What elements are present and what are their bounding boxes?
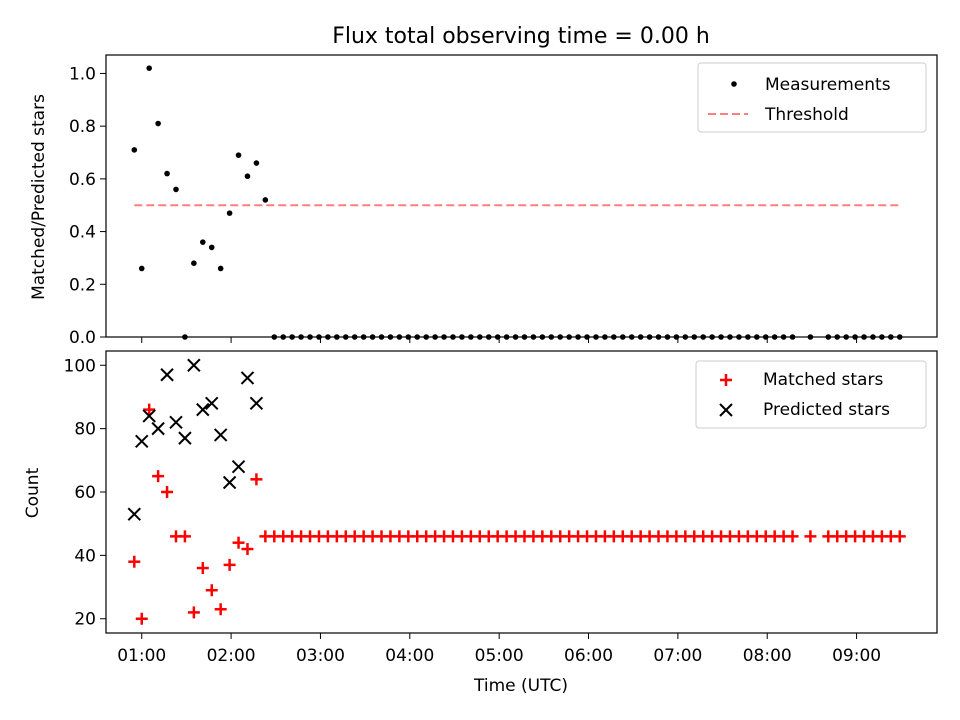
- matched-star-point: [214, 603, 227, 616]
- matched-star-point: [196, 562, 209, 575]
- top-y-tick-label: 0.6: [69, 170, 96, 190]
- matched-star-point: [178, 530, 191, 543]
- bottom-y-tick-label: 20: [74, 610, 96, 630]
- measurement-point: [146, 65, 152, 71]
- matched-star-point: [232, 536, 245, 549]
- matched-star-point: [804, 530, 817, 543]
- legend-matched-label: Matched stars: [763, 370, 883, 390]
- predicted-star-point: [222, 475, 237, 490]
- legend-threshold-label: Threshold: [764, 105, 849, 125]
- matched-star-point: [250, 473, 263, 486]
- matched-star-point: [786, 530, 799, 543]
- predicted-star-point: [142, 409, 156, 423]
- predicted-star-point: [151, 421, 165, 436]
- star-count-panel: Count Time (UTC) 01:00 02:00 03:00 04:00 05:…: [23, 350, 938, 696]
- measurement-point: [155, 120, 161, 127]
- matched-star-point: [143, 403, 156, 416]
- x-tick-label: 07:00: [653, 646, 702, 666]
- matched-star-point: [223, 558, 236, 571]
- measurement-point: [208, 244, 215, 251]
- top-y-tick-label: 0.4: [69, 223, 96, 243]
- legend-predicted-marker: [719, 403, 733, 417]
- top-y-tick-label: 1.0: [69, 64, 96, 84]
- bottom-plot-area: [127, 358, 906, 625]
- top-y-tick-label: 0.2: [69, 275, 96, 295]
- x-tick-label: 04:00: [385, 646, 434, 666]
- x-axis-label: Time (UTC): [473, 676, 568, 696]
- predicted-star-point: [240, 371, 255, 385]
- measurement-point: [262, 197, 269, 203]
- bottom-legend: Matched stars Predicted stars: [695, 360, 927, 429]
- measurement-point: [200, 239, 206, 245]
- top-axes-frame: [105, 54, 938, 338]
- measurement-point: [138, 265, 145, 272]
- measurement-point: [164, 170, 170, 177]
- predicted-star-point: [196, 402, 210, 417]
- matched-star-point: [187, 606, 200, 619]
- flux-ratio-panel: Flux total observing time = 0.00 h Match…: [29, 24, 938, 348]
- predicted-star-point: [160, 368, 174, 382]
- matched-star-point: [205, 584, 218, 597]
- matched-star-point: [135, 612, 148, 625]
- bottom-y-tick-label: 40: [74, 546, 96, 566]
- predicted-star-point: [178, 431, 192, 445]
- x-tick-label: 01:00: [117, 646, 166, 666]
- x-tick-label: 02:00: [207, 646, 256, 666]
- legend-predicted-label: Predicted stars: [763, 400, 890, 420]
- legend-measurements-marker: [731, 81, 737, 87]
- measurement-point: [131, 147, 138, 153]
- predicted-star-point: [127, 507, 142, 521]
- top-y-tick-label: 0.0: [69, 328, 96, 348]
- matched-star-point: [128, 555, 141, 568]
- matched-star-point: [241, 543, 254, 556]
- measurement-point: [253, 160, 260, 166]
- top-legend: Measurements Threshold: [697, 62, 927, 133]
- measurement-point: [235, 152, 242, 158]
- measurement-point: [244, 173, 251, 180]
- matched-star-point: [161, 486, 174, 498]
- top-axes: 0.0 0.2 0.4 0.6 0.8 1.0: [69, 54, 938, 348]
- predicted-star-point: [249, 396, 264, 410]
- legend-measurements-label: Measurements: [765, 75, 891, 95]
- measurement-point: [173, 186, 179, 193]
- chart-title: Flux total observing time = 0.00 h: [332, 24, 710, 49]
- bottom-y-tick-label: 60: [74, 483, 96, 503]
- top-y-tick-label: 0.8: [69, 117, 96, 137]
- x-tick-label: 05:00: [475, 646, 524, 666]
- predicted-star-point: [187, 358, 201, 372]
- bottom-legend-box: [695, 360, 927, 429]
- predicted-star-point: [205, 396, 219, 410]
- predicted-star-point: [135, 434, 149, 449]
- predicted-star-point: [169, 415, 183, 429]
- measurement-point: [191, 260, 197, 267]
- measurement-point: [217, 265, 224, 272]
- bottom-axes: 01:00 02:00 03:00 04:00 05:00 06:00 07:00 08:00…: [64, 350, 938, 666]
- legend-matched-marker: [720, 374, 732, 386]
- top-y-axis-label: Matched/Predicted stars: [29, 94, 49, 300]
- x-tick-label: 03:00: [296, 646, 345, 666]
- x-tick-label: 06:00: [564, 646, 613, 666]
- x-tick-label: 09:00: [832, 646, 881, 666]
- matched-star-point: [893, 530, 906, 543]
- top-legend-box: [697, 62, 927, 133]
- bottom-y-axis-label: Count: [23, 467, 43, 518]
- matched-star-point: [152, 470, 165, 483]
- bottom-y-tick-label: 80: [74, 420, 96, 440]
- predicted-star-point: [231, 459, 246, 474]
- bottom-y-tick-label: 100: [64, 356, 96, 376]
- measurement-point: [226, 210, 233, 216]
- x-tick-label: 08:00: [743, 646, 792, 666]
- predicted-star-point: [213, 428, 228, 442]
